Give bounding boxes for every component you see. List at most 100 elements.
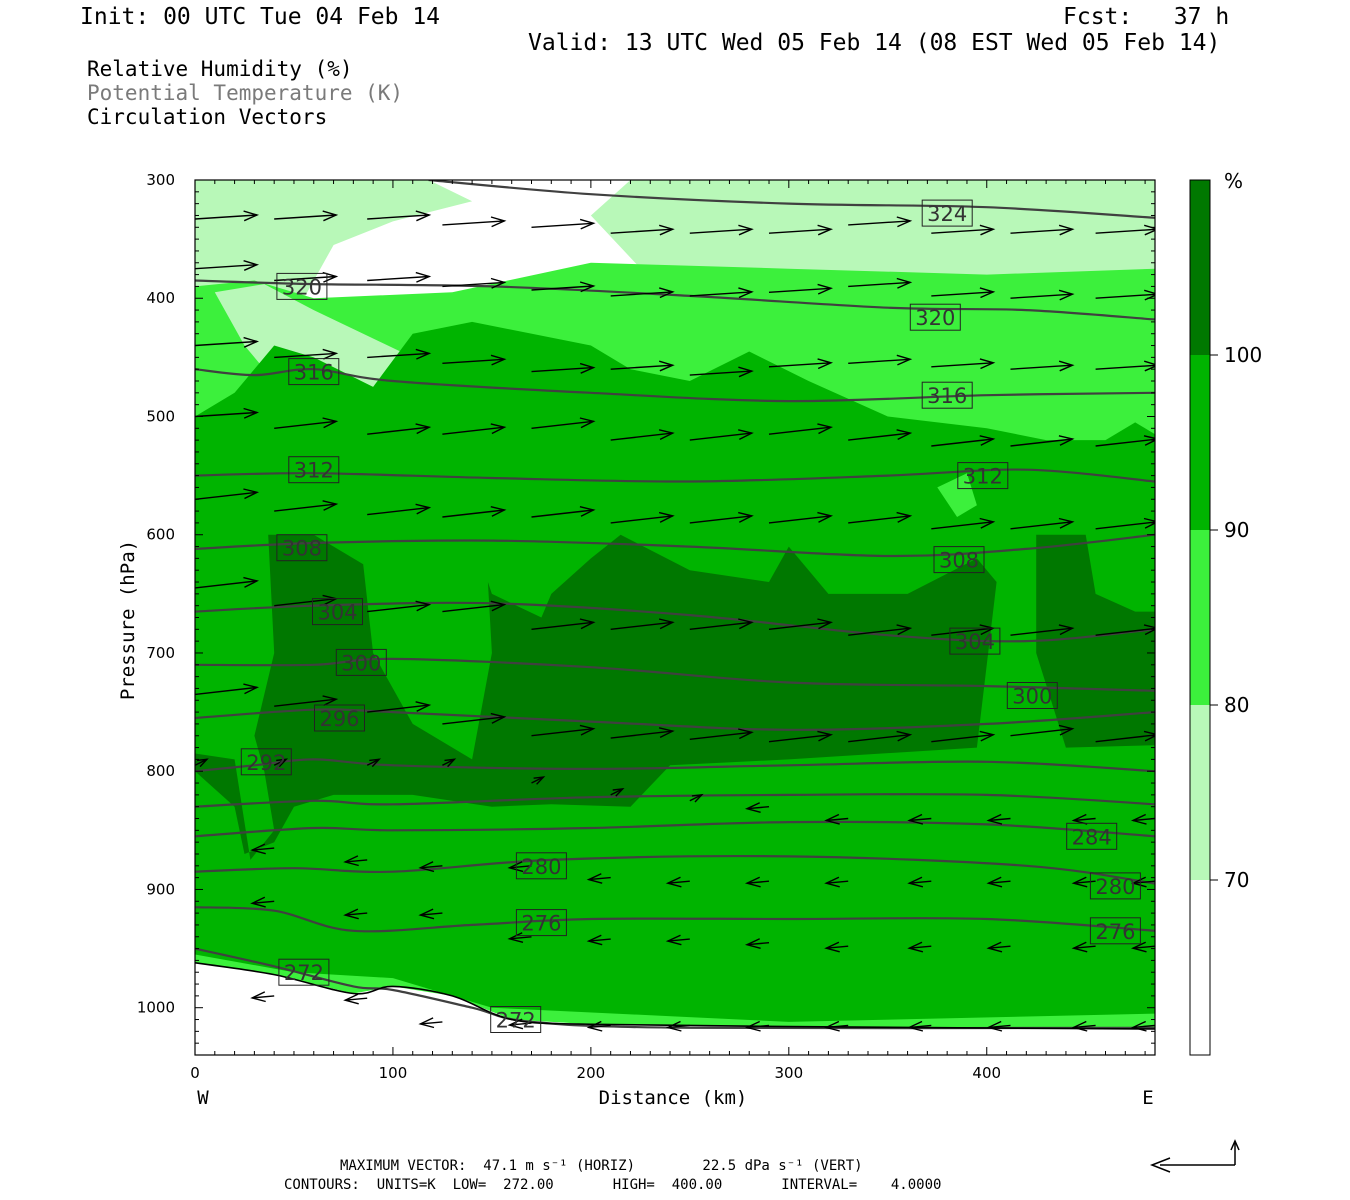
circulation-vector xyxy=(689,618,754,630)
vector-head xyxy=(1143,624,1155,636)
theta-label-text: 296 xyxy=(319,707,359,731)
vector-head xyxy=(322,500,339,511)
theta-label-292: 292 xyxy=(240,748,292,776)
vector-head xyxy=(579,362,596,374)
y-tick-label: 800 xyxy=(146,762,175,780)
vector-head xyxy=(1058,435,1075,446)
vector-shaft xyxy=(689,621,752,630)
circulation-vector xyxy=(195,842,196,843)
circulation-vector xyxy=(531,724,596,737)
vector-head xyxy=(579,618,596,630)
theta-label-box xyxy=(240,748,292,776)
circulation-vector xyxy=(1154,368,1155,370)
vector-head xyxy=(738,287,754,299)
theta-label-text: 320 xyxy=(915,306,955,330)
vector-shaft xyxy=(610,228,673,234)
circulation-vector xyxy=(689,511,754,524)
legend-circulation-vectors: Circulation Vectors xyxy=(87,105,328,129)
circulation-vector xyxy=(1071,1020,1096,1032)
theta-label-text: 324 xyxy=(927,202,967,226)
theta-label-text: 316 xyxy=(927,384,967,408)
vector-head xyxy=(896,354,913,366)
vector-head xyxy=(1071,941,1088,953)
circulation-vector xyxy=(768,730,834,743)
theta-label-text: 304 xyxy=(317,601,357,625)
circulation-vector xyxy=(1010,289,1075,301)
vector-head xyxy=(907,813,924,825)
circulation-vector xyxy=(824,1020,849,1032)
vector-shaft xyxy=(1154,527,1155,529)
colorbar-band-below-70 xyxy=(1190,880,1210,1055)
circulation-vector xyxy=(195,895,196,897)
circulation-vector xyxy=(768,618,834,630)
vector-shaft xyxy=(826,880,849,884)
vector-shaft xyxy=(195,842,196,843)
circulation-vector xyxy=(665,1020,690,1032)
circulation-vector xyxy=(744,876,770,888)
vector-shaft xyxy=(931,362,994,368)
circulation-vector xyxy=(986,1020,1011,1032)
circulation-vector xyxy=(1154,297,1155,299)
init-time: Init: 00 UTC Tue 04 Feb 14 xyxy=(80,4,441,30)
theta-label-box xyxy=(933,546,985,574)
theta-label-272: 272 xyxy=(278,958,330,986)
vector-shaft xyxy=(252,847,275,851)
vector-head xyxy=(1130,876,1147,888)
vector-head xyxy=(1071,876,1088,888)
vector-head xyxy=(659,287,675,299)
theta-label-box xyxy=(1066,822,1118,850)
circulation-vector xyxy=(689,224,754,236)
theta-label-text: 272 xyxy=(284,961,324,985)
circulation-vector xyxy=(442,506,507,518)
vector-shaft xyxy=(1132,880,1155,884)
theta-contour-296 xyxy=(195,708,1155,731)
circulation-vector xyxy=(768,423,834,435)
circulation-vector xyxy=(250,843,275,855)
vector-shaft xyxy=(931,438,994,447)
vector-shaft xyxy=(1010,728,1073,737)
vector-shaft xyxy=(667,880,690,884)
vector-shaft xyxy=(1095,438,1155,447)
circulation-vector xyxy=(250,896,275,908)
circulation-vector xyxy=(586,934,611,946)
circulation-vector xyxy=(274,348,339,360)
circulation-vector xyxy=(1130,876,1155,888)
vector-shaft xyxy=(848,281,911,288)
theta-label-324: 324 xyxy=(921,199,973,227)
vector-head xyxy=(986,813,1003,825)
circulation-vector xyxy=(442,712,507,725)
vector-head xyxy=(896,429,913,441)
circulation-vector xyxy=(274,210,339,222)
vector-shaft xyxy=(195,340,258,347)
vector-shaft xyxy=(273,758,287,766)
theta-label-text: 304 xyxy=(955,630,995,654)
vector-shaft xyxy=(931,291,994,297)
vector-shaft xyxy=(195,686,258,696)
circulation-vector xyxy=(931,358,996,370)
circulation-vector xyxy=(1010,724,1075,737)
vector-shaft xyxy=(610,432,673,441)
vector-head xyxy=(817,283,834,295)
circulation-vector xyxy=(343,993,368,1005)
colorbar: 70 80 90 100 xyxy=(1189,179,1262,1056)
theta-label-text: 284 xyxy=(1072,825,1112,849)
vector-shaft xyxy=(195,214,258,220)
circulation-vector xyxy=(274,695,339,707)
vector-head xyxy=(979,435,996,446)
circulation-vector xyxy=(274,417,339,429)
circulation-vector xyxy=(824,813,849,825)
vector-shaft xyxy=(746,942,770,946)
vector-head xyxy=(490,354,507,366)
vector-shaft xyxy=(367,352,430,359)
circulation-vector xyxy=(848,216,913,228)
vector-shaft xyxy=(509,1022,532,1026)
vector-head xyxy=(243,210,260,222)
vector-shaft xyxy=(274,698,337,707)
vector-head xyxy=(243,407,260,419)
circulation-vector xyxy=(907,1020,932,1032)
vector-head xyxy=(507,932,524,943)
vector-shaft xyxy=(746,880,770,884)
vector-head xyxy=(490,216,507,228)
vector-shaft xyxy=(531,509,594,518)
vector-shaft xyxy=(274,214,337,220)
